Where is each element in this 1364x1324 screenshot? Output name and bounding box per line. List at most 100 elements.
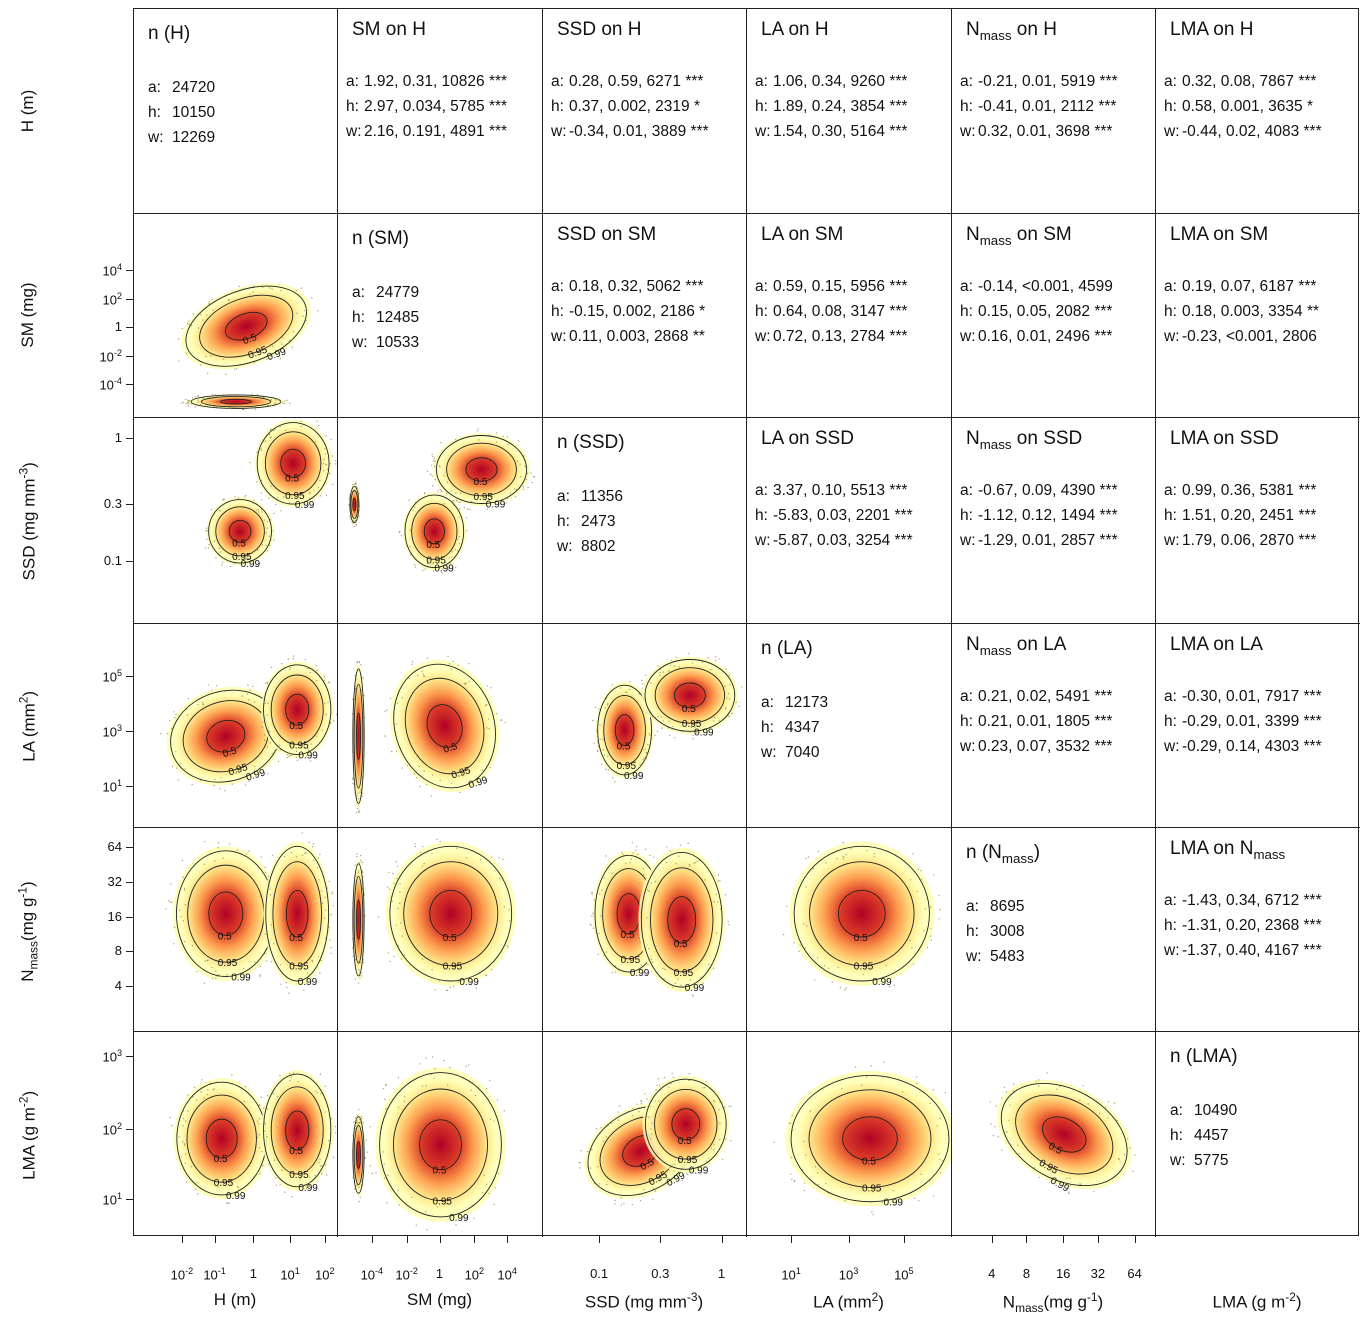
scatter-point (450, 668, 453, 671)
scatter-point (597, 1166, 599, 1168)
scatter-point (944, 1092, 947, 1094)
scatter-point (358, 1200, 360, 1203)
contour-label: 0.5 (232, 538, 246, 549)
scatter-point (599, 738, 602, 740)
diagonal-title: n (H) (148, 23, 191, 44)
density-cluster: 0.990.950.5 (254, 419, 332, 511)
scatter-point (353, 783, 355, 785)
scatter-point (186, 322, 189, 325)
scatter-point (439, 980, 441, 982)
diagonal-title: n (LMA) (1170, 1046, 1238, 1067)
contour-label: 0.99 (630, 968, 650, 979)
scatter-point (408, 499, 410, 501)
scatter-point (598, 932, 600, 935)
scatter-point (329, 722, 332, 724)
density-cluster: 0.990.950.5 (181, 283, 311, 370)
scatter-point (488, 727, 490, 730)
regression-line-w: w: 0.23, 0.07, 3532 *** (960, 738, 1113, 755)
scatter-point (322, 462, 324, 465)
scatter-point (728, 716, 730, 718)
scatter-point (418, 765, 421, 768)
scatter-point (185, 708, 188, 711)
regression-cell-1-2: SSD on SM a: 0.18, 0.32, 5062 *** h: -0.15, … (543, 214, 747, 418)
scatter-point (185, 402, 187, 405)
scatter-point (363, 717, 366, 719)
scatter-point (458, 516, 461, 518)
scatter-point (916, 890, 919, 893)
scatter-point (718, 1109, 720, 1111)
scatter-point (230, 407, 232, 409)
scatter-point (311, 959, 313, 962)
scatter-point (358, 506, 360, 508)
scatter-point (330, 952, 332, 955)
scatter-point (447, 569, 450, 571)
scatter-point (305, 319, 308, 322)
density-cluster: 0.990.950.5 (785, 1070, 951, 1209)
scatter-point (728, 1105, 730, 1107)
scatter-point (414, 843, 416, 845)
scatter-point (939, 1117, 941, 1120)
scatter-point (235, 395, 238, 397)
scatter-point (884, 981, 886, 983)
x-tick-mark (848, 1236, 850, 1243)
scatter-point (468, 663, 470, 665)
scatter-point (176, 767, 178, 769)
contour-0.5 (837, 889, 886, 938)
scatter-point (351, 1150, 354, 1153)
scatter-point (1062, 1185, 1064, 1187)
scatter-point (266, 1095, 269, 1097)
scatter-point (226, 1202, 229, 1204)
scatter-point (360, 664, 362, 666)
contour-0.5 (224, 311, 268, 341)
scatter-point (710, 1147, 713, 1149)
regression-cell-2-5: LMA on SSD a: 0.99, 0.36, 5381 *** h: 1.51, … (1156, 418, 1360, 624)
scatter-point (169, 719, 171, 722)
scatter-point (1003, 1086, 1006, 1089)
scatter-point (281, 663, 283, 665)
scatter-point (325, 494, 327, 496)
scatter-point (386, 1202, 388, 1204)
scatter-point (369, 1126, 371, 1128)
scatter-point (266, 682, 269, 684)
y-tick-label: 16 (107, 908, 122, 924)
scatter-point (358, 661, 361, 663)
scatter-point (293, 663, 295, 666)
y-tick-mark (126, 327, 133, 329)
scatter-point (244, 558, 247, 561)
scatter-point (773, 1141, 775, 1144)
scatter-point (270, 399, 273, 401)
scatter-point (412, 509, 414, 511)
regression-line-h: h: 0.15, 0.05, 2082 *** (960, 303, 1113, 320)
scatter-point (462, 774, 464, 777)
contour-label: 0.95 (443, 962, 463, 973)
scatter-point (219, 788, 221, 790)
scatter-point (593, 742, 595, 744)
scatter-point (330, 946, 332, 949)
x-tick-label: 8 (1022, 1266, 1031, 1281)
scatter-point (353, 483, 355, 486)
scatter-point (359, 971, 361, 973)
scatter-point (264, 952, 266, 955)
scatter-point (310, 743, 312, 745)
scatter-point (277, 496, 279, 499)
contour-label: 0.5 (433, 1166, 447, 1177)
regression-cell-2-4: Nmass on SSD a: -0.67, 0.09, 4390 *** h: -1.… (952, 418, 1156, 624)
scatter-point (274, 750, 276, 752)
scatter-point (260, 856, 262, 858)
scatter-point (921, 878, 923, 880)
scatter-point (206, 538, 208, 541)
scatter-point (265, 532, 267, 534)
scatter-point (265, 544, 268, 547)
scatter-point (644, 748, 646, 751)
y-tick-mark (126, 847, 133, 849)
scatter-point (274, 402, 277, 404)
scatter-point (256, 1136, 259, 1139)
scatter-point (444, 567, 446, 570)
scatter-point (260, 766, 263, 768)
scatter-point (237, 1189, 240, 1191)
scatter-point (171, 765, 174, 768)
scatter-point (180, 1160, 182, 1163)
scatter-point (246, 853, 248, 855)
scatter-point (253, 770, 256, 772)
scatter-point (183, 887, 186, 890)
